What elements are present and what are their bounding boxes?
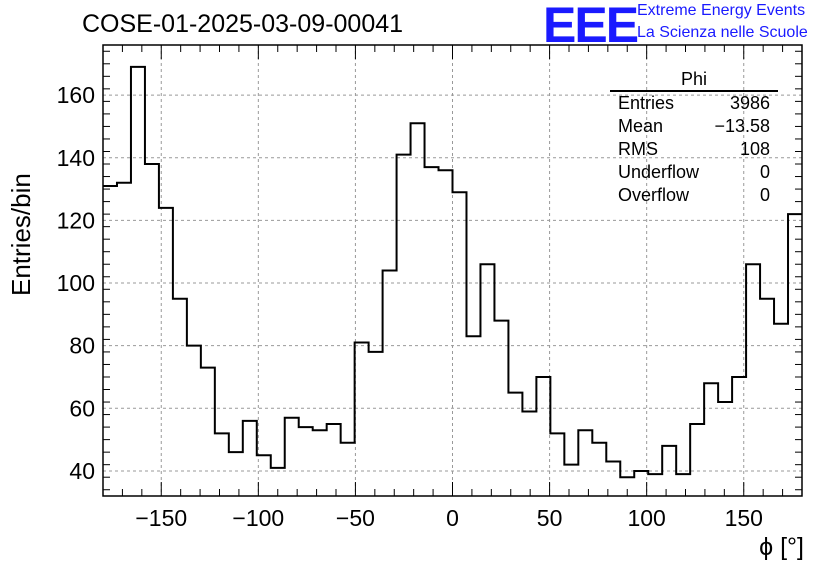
x-tick-label: 0 bbox=[446, 505, 459, 531]
stats-row-underflow: Underflow 0 bbox=[610, 161, 778, 184]
x-tick-label: 100 bbox=[627, 505, 665, 531]
y-tick-label: 60 bbox=[69, 395, 95, 421]
stats-row-mean: Mean −13.58 bbox=[610, 115, 778, 138]
logo-text-line2: La Scienza nelle Scuole bbox=[637, 24, 808, 41]
y-tick-label: 80 bbox=[69, 333, 95, 359]
histogram-series bbox=[103, 65, 802, 479]
x-tick-label: −150 bbox=[135, 505, 187, 531]
stats-label: RMS bbox=[618, 139, 658, 159]
stats-row-overflow: Overflow 0 bbox=[610, 184, 778, 207]
stats-row-rms: RMS 108 bbox=[610, 138, 778, 161]
x-tick-label: −100 bbox=[232, 505, 284, 531]
stats-value: 0 bbox=[759, 162, 770, 182]
stats-value: 108 bbox=[739, 139, 770, 159]
stats-label: Entries bbox=[618, 93, 675, 113]
stats-value: −13.58 bbox=[714, 116, 770, 136]
chart-title: COSE-01-2025-03-09-00041 bbox=[82, 10, 404, 38]
x-tick-label: 50 bbox=[537, 505, 563, 531]
y-tick-label: 160 bbox=[57, 82, 95, 108]
y-tick-label: 100 bbox=[57, 270, 95, 296]
eee-logo: EEE bbox=[543, 0, 639, 53]
stats-label: Mean bbox=[618, 116, 664, 136]
stats-value: 0 bbox=[759, 185, 770, 205]
stats-label: Underflow bbox=[618, 162, 700, 182]
y-tick-label: 140 bbox=[57, 145, 95, 171]
stats-title: Phi bbox=[610, 68, 778, 92]
stats-box: Phi Entries 3986 Mean −13.58 RMS 108 Und… bbox=[610, 68, 778, 207]
y-axis-label: Entries/bin bbox=[6, 173, 36, 296]
y-tick-label: 40 bbox=[69, 458, 95, 484]
x-axis-label: ϕ [°] bbox=[759, 533, 804, 561]
stats-label: Overflow bbox=[618, 185, 690, 205]
x-tick-label: −50 bbox=[336, 505, 375, 531]
stats-row-entries: Entries 3986 bbox=[610, 92, 778, 115]
y-tick-label: 120 bbox=[57, 207, 95, 233]
stats-value: 3986 bbox=[729, 93, 770, 113]
x-tick-label: 150 bbox=[725, 505, 763, 531]
logo-text-line1: Extreme Energy Events bbox=[637, 2, 806, 19]
